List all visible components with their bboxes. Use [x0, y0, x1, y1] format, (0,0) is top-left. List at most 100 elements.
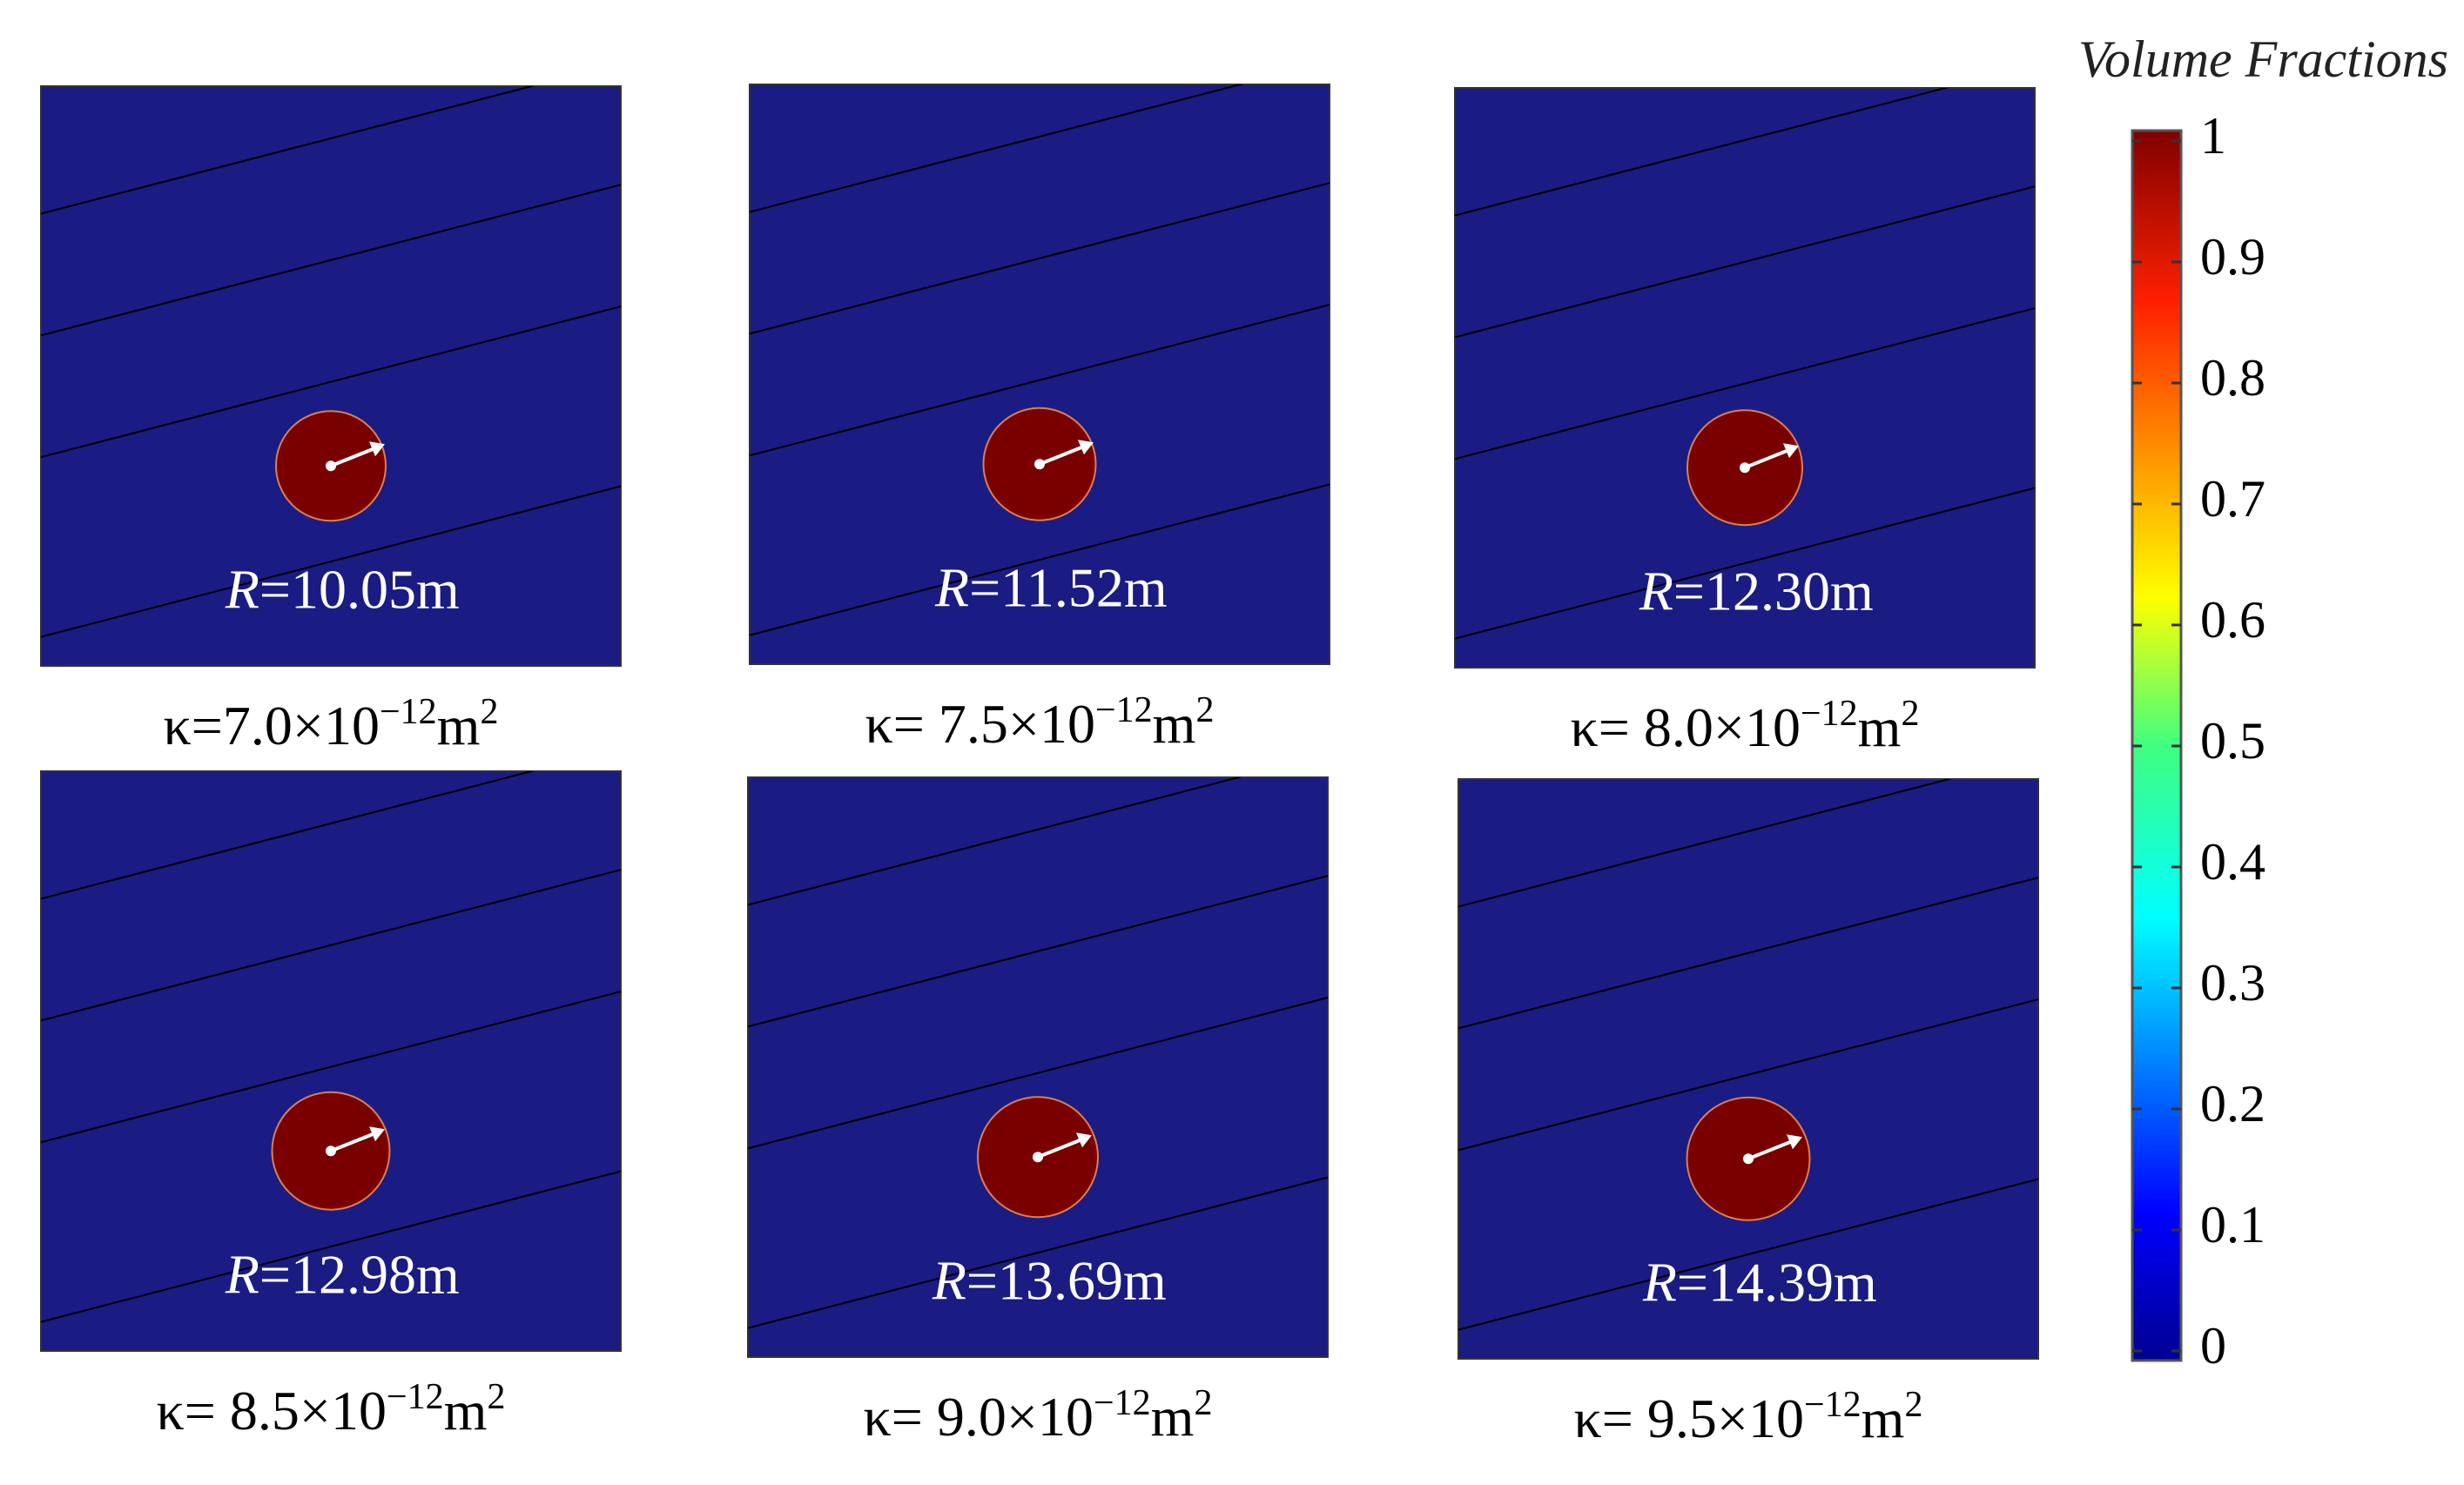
radius-value: =11.52m	[969, 556, 1168, 618]
radius-arrow	[330, 447, 375, 468]
permeability-unit-exponent: 2	[1195, 690, 1214, 730]
layer-boundary	[41, 485, 621, 638]
layer-boundary	[41, 771, 535, 900]
radius-label: R=12.30m	[1639, 560, 1874, 622]
layer-boundary	[750, 182, 1330, 335]
panel: R=11.52m κ= 7.5×10−12m2	[749, 84, 1330, 755]
colorbar-title: Volume Fractions	[2078, 30, 2448, 88]
layer-boundary	[1455, 307, 2035, 460]
permeability-base: κ= 7.5×10	[865, 693, 1095, 755]
permeability-label: κ=7.0×10−12m2	[164, 692, 499, 756]
permeability-unit-exponent: 2	[487, 1377, 505, 1417]
layer-boundary	[1458, 877, 2038, 1030]
panel-domain	[749, 84, 1330, 665]
panel: R=13.69m κ= 9.0×10−12m2	[747, 776, 1329, 1448]
layer-boundary	[1458, 998, 2038, 1152]
permeability-exponent: −12	[1094, 1383, 1151, 1423]
panel: R=14.39m κ= 9.5×10−12m2	[1458, 778, 2039, 1449]
permeability-unit-exponent: 2	[1904, 1385, 1922, 1425]
layer-boundary	[748, 777, 1242, 906]
permeability-exponent: −12	[1804, 1385, 1861, 1425]
colorbar-tick-label: 0	[2200, 1317, 2226, 1374]
layer-boundary	[41, 869, 621, 1022]
permeability-exponent: −12	[1801, 694, 1858, 734]
radius-symbol: R	[1642, 1251, 1677, 1313]
arrow-head	[1783, 443, 1799, 459]
radius-arrow	[1037, 1138, 1082, 1159]
panel: R=12.30m κ= 8.0×10−12m2	[1454, 87, 2036, 758]
permeability-base: κ= 8.0×10	[1571, 696, 1801, 758]
layer-boundary	[41, 1170, 621, 1323]
panel: R=12.98m κ= 8.5×10−12m2	[40, 770, 622, 1441]
permeability-base: κ= 9.0×10	[864, 1386, 1094, 1448]
arrow-head	[1076, 1132, 1092, 1148]
radius-value: =12.30m	[1673, 560, 1874, 622]
radius-label: R=14.39m	[1642, 1251, 1877, 1313]
permeability-exponent: −12	[380, 692, 437, 732]
permeability-unit: m	[1151, 1386, 1195, 1448]
permeability-exponent: −12	[1095, 690, 1153, 730]
permeability-label: κ= 7.5×10−12m2	[865, 690, 1215, 755]
radius-symbol: R	[1639, 560, 1673, 622]
radius-label: R=13.69m	[932, 1249, 1167, 1311]
permeability-label: κ= 8.5×10−12m2	[157, 1377, 506, 1441]
center-dot	[326, 1146, 336, 1157]
colorbar-tick-label: 1	[2200, 107, 2226, 165]
panel-domain	[40, 770, 622, 1352]
radius-label: R=11.52m	[934, 556, 1168, 618]
layer-boundary	[748, 997, 1328, 1150]
radius-symbol: R	[932, 1249, 966, 1311]
center-dot	[326, 460, 336, 472]
layer-boundary	[748, 1176, 1328, 1329]
permeability-unit-exponent: 2	[1901, 694, 1919, 734]
permeability-label: κ= 9.0×10−12m2	[864, 1383, 1213, 1448]
radius-symbol: R	[225, 558, 259, 620]
colorbar-tick-label: 0.1	[2200, 1196, 2265, 1253]
permeability-unit-exponent: 2	[1194, 1383, 1212, 1423]
colorbar-tick-label: 0.4	[2200, 833, 2265, 890]
colorbar-tick-label: 0.6	[2200, 591, 2265, 648]
layer-boundary	[750, 304, 1330, 457]
radius-symbol: R	[225, 1243, 259, 1305]
layer-boundary	[41, 184, 621, 337]
layer-boundary	[1458, 1178, 2038, 1331]
radius-arrow	[1744, 448, 1789, 470]
center-dot	[1034, 459, 1045, 470]
layer-boundary	[41, 86, 535, 215]
permeability-unit: m	[437, 695, 481, 756]
layer-lines	[41, 771, 621, 1323]
panel: R=10.05m κ=7.0×10−12m2	[40, 85, 622, 756]
layer-boundary	[1455, 487, 2035, 640]
permeability-unit: m	[444, 1380, 488, 1441]
permeability-label: κ= 9.5×10−12m2	[1574, 1385, 1923, 1449]
center-dot	[1740, 462, 1750, 474]
layer-lines	[750, 84, 1330, 636]
colorbar-tick-label: 0.8	[2200, 349, 2265, 407]
layer-lines	[1458, 779, 2038, 1331]
panel-domain	[40, 85, 622, 667]
layer-boundary	[750, 483, 1330, 636]
permeability-unit: m	[1861, 1388, 1905, 1449]
panel-domain	[1454, 87, 2036, 669]
permeability-base: κ=7.0×10	[164, 695, 380, 756]
permeability-unit: m	[1858, 696, 1902, 758]
layer-boundary	[1455, 88, 1949, 217]
radius-label: R=12.98m	[225, 1243, 460, 1305]
arrow-head	[369, 441, 385, 457]
arrow-head	[1078, 440, 1094, 455]
layer-lines	[1455, 88, 2035, 640]
radius-symbol: R	[934, 556, 969, 618]
layer-lines	[748, 777, 1328, 1329]
permeability-base: κ= 8.5×10	[157, 1380, 387, 1441]
colorbar-tick-label: 0.3	[2200, 954, 2265, 1011]
permeability-exponent: −12	[387, 1377, 444, 1417]
radius-arrow	[330, 1132, 375, 1153]
permeability-base: κ= 9.5×10	[1574, 1388, 1804, 1449]
radius-value: =12.98m	[259, 1243, 460, 1305]
layer-lines	[41, 86, 621, 638]
arrow-head	[369, 1126, 385, 1142]
radius-value: =14.39m	[1677, 1251, 1877, 1313]
permeability-unit-exponent: 2	[480, 692, 498, 732]
radius-arrow	[1039, 445, 1084, 467]
arrow-head	[1787, 1134, 1802, 1150]
